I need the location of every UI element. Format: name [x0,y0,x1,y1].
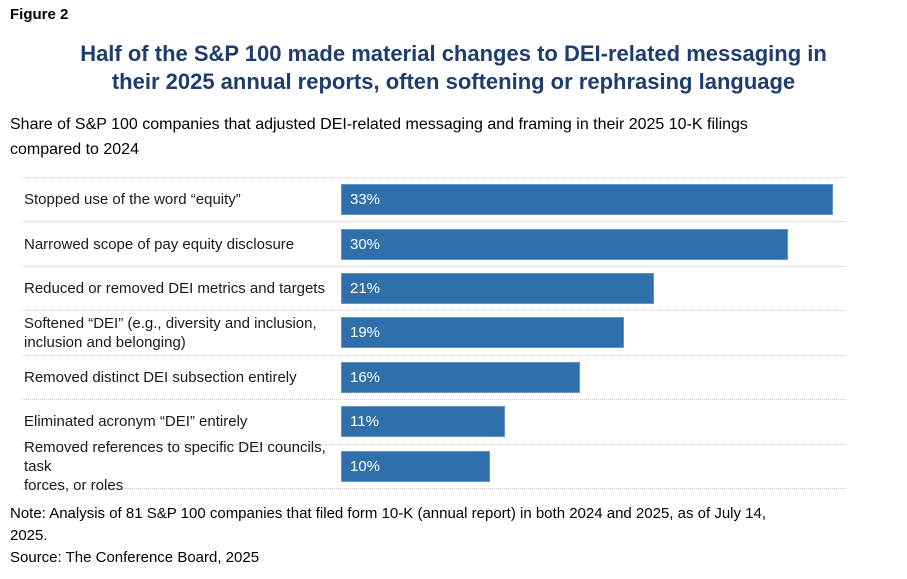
chart-row: Stopped use of the word “equity” 33% [22,178,845,223]
figure-label: Figure 2 [10,6,69,23]
chart-row: Reduced or removed DEI metrics and targe… [22,267,845,312]
bar-zone: 16% [341,356,845,399]
chart-row: Narrowed scope of pay equity disclosure 3… [22,222,845,267]
bar-value-label: 19% [350,324,381,342]
bar-chart: Stopped use of the word “equity” 33% Narro… [22,177,845,494]
bar-zone: 10% [341,445,845,488]
bar: 11% [341,406,506,438]
chart-row: Softened “DEI” (e.g., diversity and incl… [22,311,845,356]
category-label: Removed references to specific DEI counc… [24,438,326,494]
bar: 21% [341,273,655,305]
bar: 16% [341,361,580,393]
category-label: Eliminated acronym “DEI” entirely [24,413,248,431]
category-label: Removed distinct DEI subsection entirely [24,368,297,386]
note-text: Note: Analysis of 81 S&P 100 companies t… [10,505,767,544]
chart-row: Removed distinct DEI subsection entirely… [22,356,845,401]
chart-row: Removed references to specific DEI counc… [22,439,845,494]
bar: 10% [341,450,491,482]
category-label: Stopped use of the word “equity” [24,191,241,209]
category-label: Softened “DEI” (e.g., diversity and incl… [24,314,317,351]
bar-zone: 11% [341,400,845,443]
bar-zone: 19% [341,311,845,354]
chart-title: Half of the S&P 100 made material change… [80,41,827,94]
bar-zone: 30% [341,222,845,265]
bar-value-label: 10% [350,457,381,475]
bar-zone: 21% [341,267,845,310]
chart-subtitle: Share of S&P 100 companies that adjusted… [10,116,748,158]
bar-value-label: 30% [350,235,381,253]
category-label: Reduced or removed DEI metrics and targe… [24,280,325,298]
chart-row: Eliminated acronym “DEI” entirely 11% [22,400,845,445]
bar-value-label: 33% [350,191,381,209]
bar-value-label: 16% [350,368,381,386]
bar: 30% [341,228,789,260]
bar-value-label: 21% [350,280,381,298]
source-text: Source: The Conference Board, 2025 [10,549,260,566]
category-label: Narrowed scope of pay equity disclosure [24,235,295,253]
bar-zone: 33% [341,178,845,221]
footnote-block: Note: Analysis of 81 S&P 100 companies t… [10,503,890,569]
bar: 33% [341,184,834,216]
bar: 19% [341,317,625,349]
bar-value-label: 11% [350,413,379,431]
